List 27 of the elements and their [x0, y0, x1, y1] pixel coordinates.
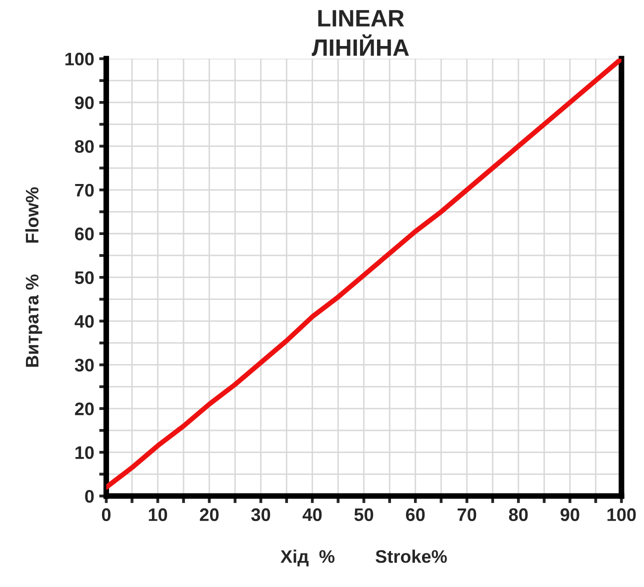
x-tick-label: 20: [200, 508, 219, 522]
y-tick-label: 20: [75, 402, 94, 416]
x-tick-label: 50: [354, 508, 374, 522]
y-tick-label: 40: [74, 315, 94, 328]
y-tick-label: 30: [74, 358, 94, 372]
chart-title: LINEAR: [318, 10, 404, 26]
y-tick-label: 10: [76, 446, 94, 460]
y-tick-label: 80: [74, 140, 94, 153]
y-tick-label: 90: [75, 96, 94, 110]
line-series: [106, 58, 622, 490]
chart-subtitle: ЛІНІЙНА: [312, 34, 409, 56]
x-tick-label: 0: [102, 508, 111, 522]
x-axis-title: Хід % Stroke%: [280, 550, 447, 566]
y-tick-label: 0: [85, 490, 94, 503]
x-tick-label: 100: [608, 508, 636, 522]
x-tick-label: 30: [251, 508, 270, 522]
y-tick-label: 100: [65, 52, 94, 66]
x-tick-label: 90: [560, 508, 580, 522]
x-tick-label: 10: [148, 508, 168, 522]
y-tick-label: 60: [75, 228, 94, 240]
x-tick-label: 80: [508, 508, 528, 522]
x-tick-label: 40: [302, 508, 322, 522]
x-tick-label: 70: [458, 508, 476, 522]
y-tick-label: 70: [75, 184, 94, 197]
y-tick-label: 50: [74, 271, 94, 284]
x-tick-label: 60: [406, 508, 425, 522]
y-axis-title: Витрата % Flow%: [25, 187, 42, 367]
